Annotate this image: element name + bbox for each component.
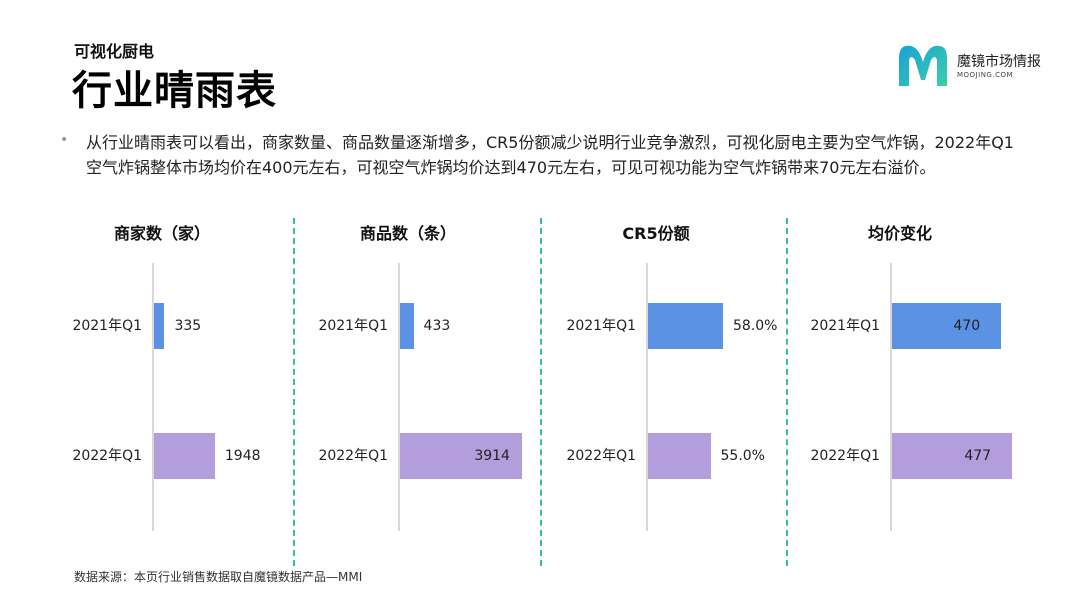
data-label: 1948 [224, 448, 261, 464]
chart-title: 商品数（条） [359, 224, 456, 243]
moojing-logo-icon [899, 45, 947, 86]
category-label: 2021年Q1 [72, 318, 142, 334]
bar [892, 433, 1013, 479]
data-label: 58.0% [733, 318, 778, 334]
category-label: 2022年Q1 [318, 448, 388, 464]
chart-axis-line [152, 263, 154, 531]
bar [648, 433, 711, 479]
chart-axis-line [646, 263, 648, 531]
bar [400, 303, 414, 349]
chart-title: CR5份额 [622, 224, 690, 243]
category-label: 2022年Q1 [810, 448, 880, 464]
chart-axis-line [398, 263, 400, 531]
chart-panel: 商品数（条） 2021年Q1 433 2022年Q1 3914 [308, 215, 538, 545]
bar [892, 303, 1002, 349]
bar [154, 303, 165, 349]
logo-url: MOOJING.COM [957, 71, 1014, 79]
category-label: 2022年Q1 [72, 448, 142, 464]
summary-text: 从行业晴雨表可以看出，商家数量、商品数量逐渐增多，CR5份额减少说明行业竞争激烈… [86, 133, 1014, 177]
brand-logo: 魔镜市场情报 MOOJING.COM [893, 40, 1063, 90]
page-title: 行业晴雨表 [72, 68, 277, 114]
bar [154, 433, 215, 479]
data-label: 470 [953, 318, 981, 334]
chart-panel: 均价变化 2021年Q1 470 2022年Q1 477 [800, 215, 1030, 545]
section-subtitle: 可视化厨电 [74, 42, 155, 61]
bullet-icon: • [60, 132, 69, 148]
chart-panel: CR5份额 2021年Q1 58.0% 2022年Q1 55.0% [556, 215, 786, 545]
data-source-note: 数据来源：本页行业销售数据取自魔镜数据产品—MMI [74, 570, 363, 584]
category-label: 2021年Q1 [810, 318, 880, 334]
chart-axis-line [890, 263, 892, 531]
chart-panel: 商家数（家） 2021年Q1 335 2022年Q1 1948 [62, 215, 292, 545]
logo-name: 魔镜市场情报 [957, 54, 1041, 70]
panel-divider [293, 218, 295, 566]
category-label: 2021年Q1 [566, 318, 636, 334]
chart-title: 均价变化 [867, 224, 932, 243]
data-label: 477 [964, 448, 992, 464]
data-label: 55.0% [720, 448, 765, 464]
data-label: 335 [174, 318, 202, 334]
bar [400, 433, 523, 479]
category-label: 2022年Q1 [566, 448, 636, 464]
data-label: 433 [423, 318, 451, 334]
category-label: 2021年Q1 [318, 318, 388, 334]
panel-divider [786, 218, 788, 566]
bar [648, 303, 723, 349]
chart-title: 商家数（家） [113, 224, 210, 243]
panel-divider [540, 218, 542, 566]
data-label: 3914 [474, 448, 510, 464]
